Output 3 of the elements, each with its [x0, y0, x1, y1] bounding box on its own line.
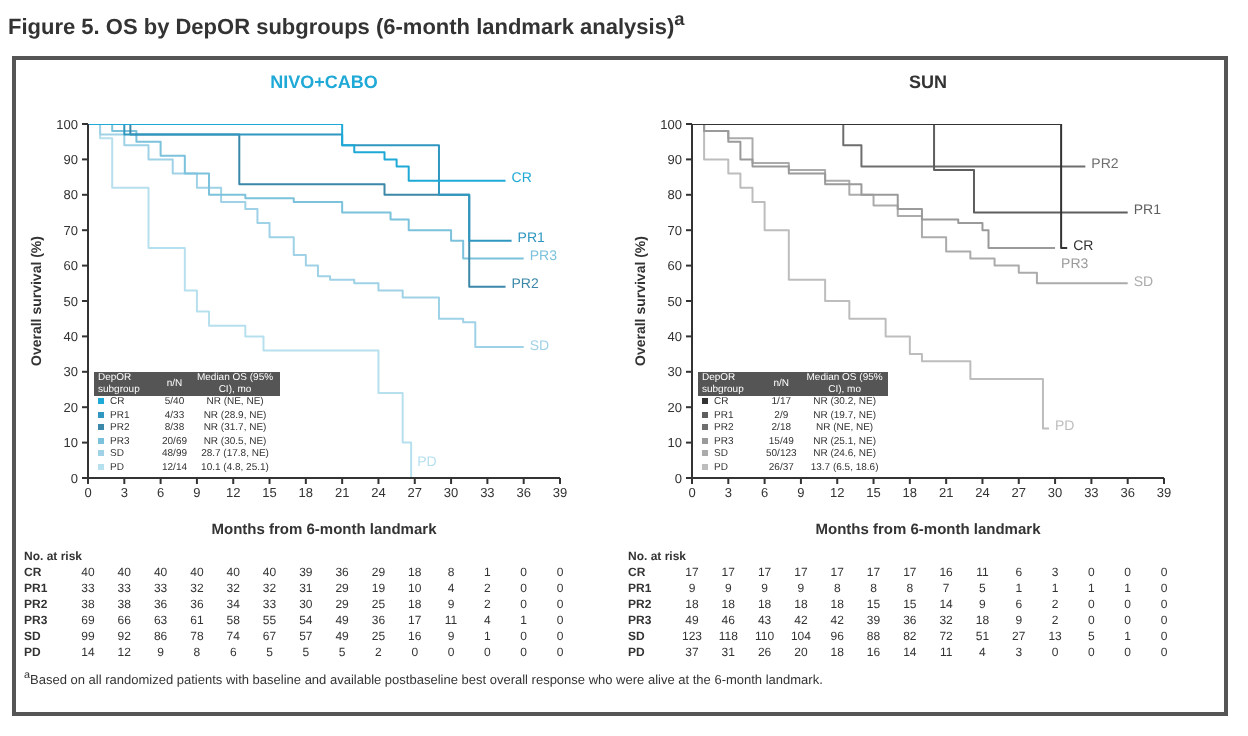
chart-subtitle: SUN: [906, 72, 949, 92]
chart-title: Figure 5. OS by DepOR subgroups (6-month landmark analysis)$^{a}$: [8, 8, 685, 40]
chart-subtitle: NIVO+CABO: [268, 72, 380, 92]
